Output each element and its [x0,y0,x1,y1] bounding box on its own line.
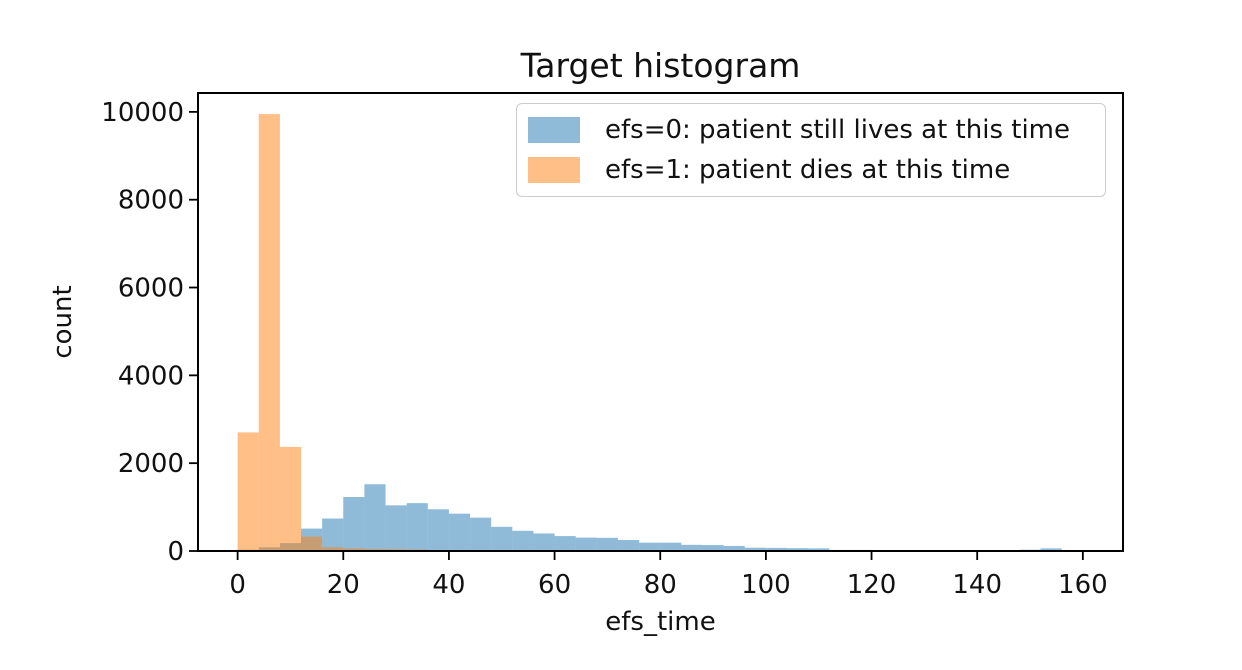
y-axis-label: count [48,285,78,359]
y-tick-label: 0 [167,537,184,567]
hist-bar-efs0 [343,496,365,551]
hist-bar-efs0 [787,548,809,551]
legend-swatch-efs0-icon [528,116,580,143]
hist-bar-efs0 [470,517,492,551]
hist-bar-efs0 [385,505,407,551]
legend-swatch-efs1-icon [528,157,580,184]
hist-bar-efs0 [322,518,344,551]
x-tick-label: 120 [847,570,897,600]
hist-bar-efs0 [681,544,703,551]
y-tick-label: 10000 [101,98,184,128]
y-tick-label: 6000 [118,274,184,304]
legend-item-efs1: efs=1: patient dies at this time [528,155,1105,185]
x-tick-label: 20 [327,570,360,600]
hist-bar-efs1 [322,547,344,551]
hist-bar-efs0 [364,484,386,551]
legend-item-efs0: efs=0: patient still lives at this time [528,115,1105,145]
hist-bar-efs0 [617,540,640,551]
hist-bar-efs0 [554,536,576,551]
hist-bar-efs1 [343,548,365,551]
hist-bar-efs0 [512,530,534,551]
hist-bar-efs0 [533,533,555,551]
hist-bar-efs0 [427,509,449,551]
hist-bar-efs1 [237,432,259,551]
x-tick-label: 80 [644,570,677,600]
legend-label-efs0: efs=0: patient still lives at this time [605,114,1070,145]
x-tick-label: 60 [538,570,571,600]
x-tick-label: 160 [1058,570,1108,600]
hist-bar-efs0 [1040,548,1062,551]
chart-title: Target histogram [520,46,801,85]
y-tick-label: 2000 [118,449,184,479]
hist-bar-efs1 [279,446,302,551]
axes-frame [197,92,1124,552]
hist-bar-efs0 [765,547,788,551]
hist-bar-efs0 [702,545,724,551]
hist-bar-efs1 [301,536,323,551]
hist-bar-efs0 [744,547,766,551]
hist-bar-efs0 [639,542,661,551]
y-tick-label: 4000 [118,361,184,391]
legend-label-efs1: efs=1: patient dies at this time [605,155,1011,186]
hist-bar-efs0 [808,548,830,551]
hist-bar-efs0 [491,526,513,551]
y-tick-label: 8000 [118,186,184,216]
hist-bar-efs0 [448,513,471,551]
x-tick-label: 140 [952,570,1002,600]
hist-bar-efs0 [596,537,618,551]
hist-bar-efs0 [660,542,682,551]
hist-bar-efs0 [406,503,428,551]
hist-bar-efs0 [575,537,597,551]
legend: efs=0: patient still lives at this time … [516,103,1106,197]
hist-bar-efs1 [258,114,280,551]
hist-bar-efs0 [723,545,745,551]
x-axis-label: efs_time [605,607,716,637]
x-tick-label: 100 [741,570,791,600]
x-tick-label: 40 [432,570,465,600]
x-tick-label: 0 [229,570,246,600]
